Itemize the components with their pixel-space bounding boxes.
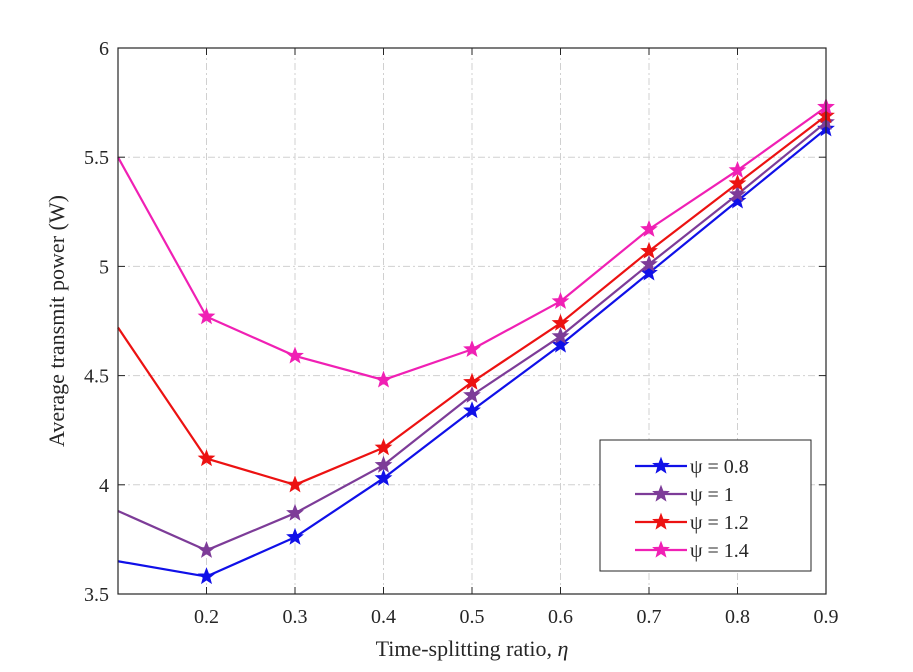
legend-label: ψ = 1 bbox=[690, 484, 734, 506]
x-tick-label: 0.4 bbox=[371, 606, 396, 628]
legend-swatch-marker bbox=[652, 512, 670, 530]
x-tick-label: 0.7 bbox=[637, 606, 662, 628]
y-axis-label: Average transmit power (W) bbox=[44, 195, 69, 447]
x-tick-label: 0.6 bbox=[548, 606, 573, 628]
legend: ψ = 0.8 ψ = 1 ψ = 1.2 ψ = 1.4 bbox=[599, 439, 812, 572]
data-point-marker bbox=[286, 475, 304, 493]
legend-item: ψ = 1.2 bbox=[635, 512, 749, 534]
data-point-marker bbox=[197, 307, 216, 325]
y-tick-label: 6 bbox=[99, 38, 109, 60]
data-point-marker bbox=[463, 340, 481, 357]
data-point-marker bbox=[197, 449, 216, 467]
data-point-marker bbox=[551, 291, 570, 309]
x-axis-label: Time-splitting ratio, η bbox=[376, 636, 569, 661]
data-point-marker bbox=[374, 468, 393, 486]
y-tick-label: 5 bbox=[99, 256, 109, 278]
y-tick-label: 4.5 bbox=[84, 366, 109, 388]
legend-item: ψ = 1 bbox=[635, 484, 734, 506]
data-point-marker bbox=[728, 184, 747, 202]
data-point-marker bbox=[286, 527, 304, 545]
data-point-marker bbox=[551, 313, 570, 331]
y-tick-label: 3.5 bbox=[84, 584, 109, 606]
data-point-marker bbox=[463, 385, 481, 403]
legend-swatch-marker bbox=[652, 540, 670, 558]
y-tick-label: 4 bbox=[99, 475, 109, 497]
x-tick-label: 0.5 bbox=[460, 606, 485, 628]
legend-label: ψ = 0.8 bbox=[690, 456, 749, 478]
legend-label: ψ = 1.4 bbox=[690, 540, 749, 562]
data-point-marker bbox=[728, 160, 747, 178]
data-point-marker bbox=[551, 335, 570, 353]
x-tick-label: 0.9 bbox=[814, 606, 839, 628]
legend-item: ψ = 0.8 bbox=[635, 456, 749, 478]
legend-swatch-marker bbox=[652, 456, 670, 474]
x-tick-label: 0.2 bbox=[194, 606, 219, 628]
data-point-marker bbox=[374, 455, 393, 473]
data-point-marker bbox=[640, 241, 658, 259]
data-point-marker bbox=[286, 503, 304, 521]
data-point-marker bbox=[551, 326, 570, 344]
data-point-marker bbox=[374, 370, 393, 388]
y-tick-labels: 3.5 4 4.5 5 5.5 6 bbox=[84, 38, 109, 606]
x-tick-label: 0.8 bbox=[725, 606, 750, 628]
tick-marks bbox=[118, 47, 827, 595]
legend-items: ψ = 0.8 ψ = 1 ψ = 1.2 ψ = 1.4 bbox=[635, 456, 749, 562]
series-layer bbox=[117, 97, 835, 585]
legend-item: ψ = 1.4 bbox=[635, 540, 749, 562]
data-point-marker bbox=[463, 372, 481, 390]
y-tick-label: 5.5 bbox=[84, 147, 109, 169]
data-point-marker bbox=[463, 401, 481, 419]
x-tick-labels: 0.2 0.3 0.4 0.5 0.6 0.7 0.8 0.9 bbox=[194, 606, 839, 628]
legend-label: ψ = 1.2 bbox=[690, 512, 749, 534]
data-point-marker bbox=[197, 540, 216, 558]
data-point-marker bbox=[197, 567, 216, 585]
data-point-marker bbox=[286, 346, 304, 364]
data-point-marker bbox=[374, 438, 393, 456]
data-point-marker bbox=[728, 174, 747, 191]
data-point-marker bbox=[640, 219, 658, 237]
data-point-marker bbox=[640, 254, 658, 272]
x-tick-label: 0.3 bbox=[283, 606, 308, 628]
legend-swatch-marker bbox=[652, 484, 670, 502]
